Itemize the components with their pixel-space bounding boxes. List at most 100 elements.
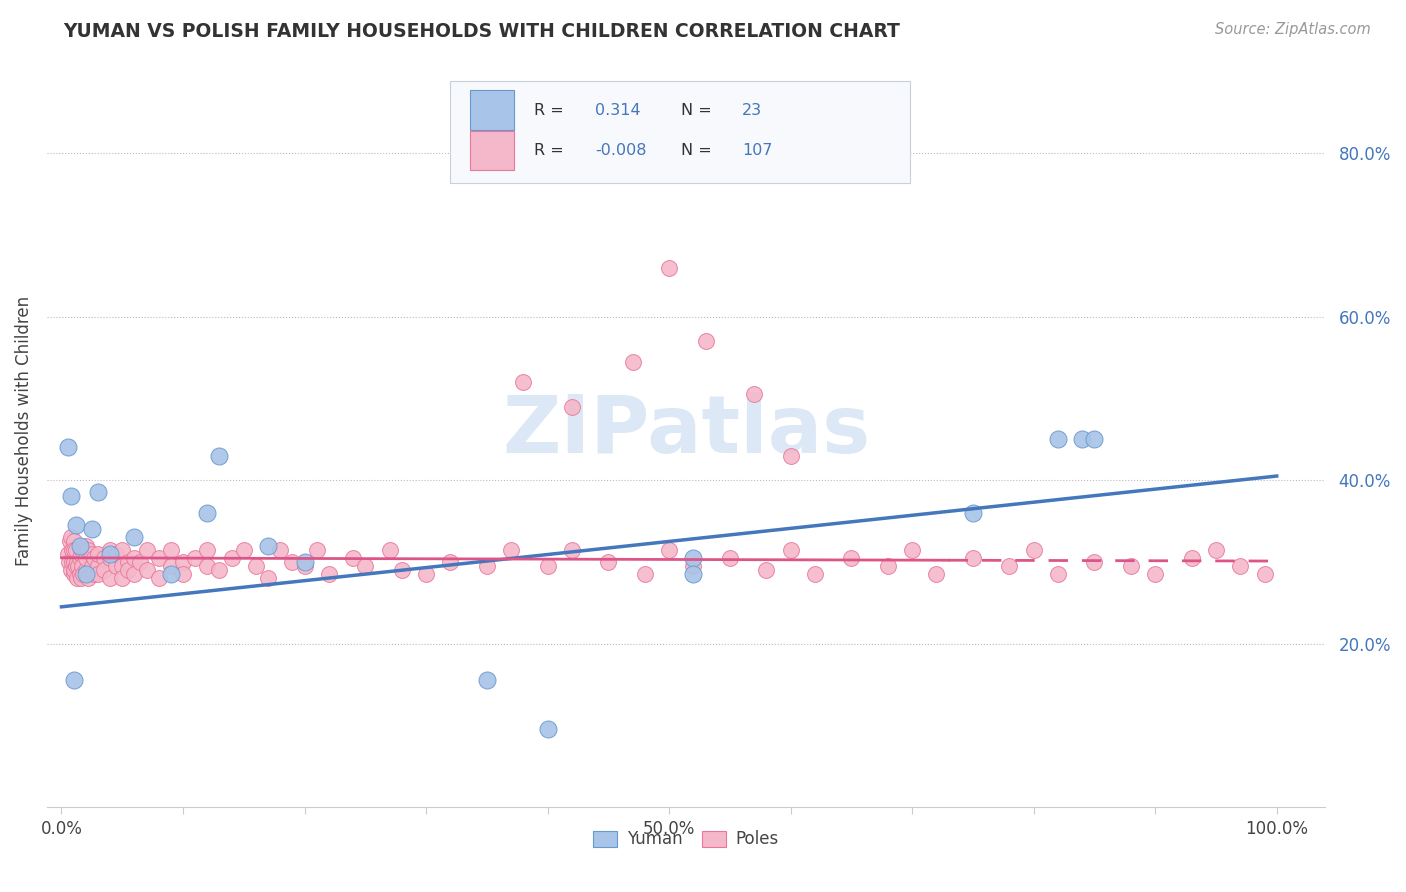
Point (232, 542, 254, 557)
Point (93, 550, 115, 565)
Point (1205, 542, 1227, 557)
Text: N =: N = (681, 143, 711, 158)
Point (281, 555, 304, 569)
Point (536, 558, 558, 573)
Point (195, 558, 218, 573)
Point (257, 571, 280, 585)
Point (658, 542, 681, 557)
Point (65, 518, 87, 533)
Point (755, 563, 778, 577)
Point (117, 555, 139, 569)
Point (62, 555, 84, 569)
Point (1046, 567, 1069, 582)
Point (83, 567, 105, 582)
Point (318, 567, 340, 582)
Point (294, 555, 316, 569)
Point (475, 558, 498, 573)
Point (354, 558, 377, 573)
FancyBboxPatch shape (450, 81, 910, 183)
Point (87, 547, 110, 561)
Point (208, 449, 231, 463)
Point (925, 567, 948, 582)
Point (70, 558, 93, 573)
Point (1229, 558, 1251, 573)
Point (1046, 432, 1069, 446)
Point (536, 723, 558, 737)
Point (111, 558, 134, 573)
Point (80, 558, 103, 573)
Point (60, 542, 83, 557)
Point (98, 542, 121, 557)
Point (1253, 567, 1275, 582)
Point (1119, 558, 1142, 573)
Point (695, 334, 717, 349)
Point (621, 354, 644, 368)
Point (901, 542, 924, 557)
Point (93, 563, 115, 577)
Text: YUMAN VS POLISH FAMILY HOUSEHOLDS WITH CHILDREN CORRELATION CHART: YUMAN VS POLISH FAMILY HOUSEHOLDS WITH C… (63, 22, 900, 41)
Point (172, 567, 194, 582)
Point (62, 542, 84, 557)
Point (72, 567, 94, 582)
Point (56, 441, 79, 455)
FancyBboxPatch shape (470, 131, 513, 170)
Legend: Yuman, Poles: Yuman, Poles (586, 824, 786, 855)
Point (129, 555, 152, 569)
Point (221, 550, 243, 565)
Point (60, 563, 83, 577)
Point (124, 567, 146, 582)
Point (998, 558, 1021, 573)
Point (62, 673, 84, 688)
Point (779, 542, 801, 557)
Point (75, 563, 97, 577)
Point (70, 542, 93, 557)
Point (87, 558, 110, 573)
Point (70, 571, 93, 585)
Point (658, 260, 681, 275)
Point (294, 558, 316, 573)
Point (634, 567, 657, 582)
Point (501, 542, 523, 557)
Point (682, 550, 704, 565)
Point (111, 542, 134, 557)
Point (105, 547, 128, 561)
Point (59, 534, 82, 549)
Point (561, 400, 583, 414)
Point (83, 550, 105, 565)
Point (77, 571, 100, 585)
Point (65, 542, 87, 557)
Point (208, 563, 231, 577)
Point (742, 387, 765, 401)
Text: Source: ZipAtlas.com: Source: ZipAtlas.com (1215, 22, 1371, 37)
Point (1083, 432, 1105, 446)
Point (245, 558, 267, 573)
Point (69, 539, 91, 553)
Point (75, 539, 97, 553)
Point (77, 542, 100, 557)
Point (305, 542, 328, 557)
Point (98, 547, 121, 561)
Text: -0.008: -0.008 (595, 143, 647, 158)
Point (1144, 567, 1167, 582)
Point (67, 558, 90, 573)
Point (195, 506, 218, 520)
Point (135, 542, 157, 557)
Point (269, 542, 291, 557)
Point (56, 547, 79, 561)
Point (1083, 555, 1105, 569)
Point (841, 550, 863, 565)
Point (257, 539, 280, 553)
Point (342, 550, 364, 565)
Point (160, 542, 183, 557)
Point (87, 485, 110, 500)
Point (160, 558, 183, 573)
Point (682, 558, 704, 573)
Point (962, 550, 984, 565)
Text: ZIPatlas: ZIPatlas (502, 392, 870, 470)
Point (87, 567, 110, 582)
Point (1071, 432, 1094, 446)
Point (172, 555, 194, 569)
Point (378, 542, 401, 557)
Point (105, 558, 128, 573)
Point (80, 522, 103, 536)
